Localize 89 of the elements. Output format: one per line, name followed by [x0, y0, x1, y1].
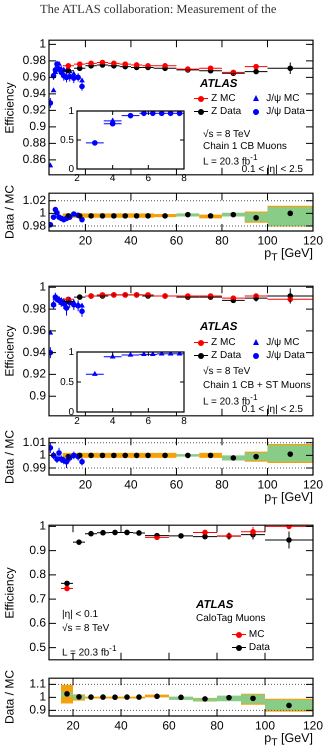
y-axis-title: Data / MC: [2, 670, 17, 724]
annotation: √s = 8 TeV: [62, 623, 110, 634]
x-tick-label: 40: [124, 478, 138, 492]
legend-label: J/ψ MC: [266, 336, 300, 348]
annotation: ATLAS: [200, 321, 238, 334]
x-tick-label: 60: [170, 478, 184, 492]
annotation: √s = 8 TeV: [203, 129, 250, 140]
x-axis-title: p$_{T}$ [GeV]: [264, 490, 313, 508]
y-tick-label: 0.5: [29, 640, 46, 654]
x-tick-label: 8: [181, 416, 188, 427]
y-tick-label: 0.98: [22, 218, 46, 232]
y-tick-label: 0.98: [22, 53, 46, 68]
x-tick-label: 120: [302, 718, 324, 733]
y-axis-title: Data / MC: [2, 185, 17, 240]
y-tick-label: 0.99: [22, 460, 46, 474]
x-tick-label: 4: [110, 172, 116, 184]
legend-label: Z Data: [211, 350, 242, 361]
legend-label: Z MC: [211, 336, 236, 348]
annotation: 0.1 < |η| < 2.5: [242, 404, 303, 415]
x-tick-label: 6: [146, 416, 152, 427]
y-tick-label: 1: [68, 346, 74, 358]
y-tick-label: 1: [39, 448, 46, 462]
y-tick-label: 1: [39, 518, 46, 533]
x-tick-label: 80: [215, 234, 229, 248]
y-tick-label: 0: [68, 164, 74, 175]
y-tick-label: 0.92: [22, 366, 46, 381]
y-tick-label: 0.88: [22, 136, 46, 150]
y-tick-label: 1: [39, 280, 46, 294]
x-tick-label: 100: [254, 718, 276, 733]
x-axis-title: p$_{T}$ [GeV]: [264, 731, 313, 749]
legend-label: MC: [248, 628, 264, 640]
y-tick-label: 1: [39, 36, 46, 51]
x-tick-label: 60: [170, 234, 184, 248]
y-tick-label: 0.94: [22, 86, 46, 100]
y-tick-label: 0.86: [22, 152, 46, 166]
y-tick-label: 1: [68, 106, 74, 117]
legend-label: Z MC: [211, 92, 236, 104]
y-tick-label: 0.9: [29, 388, 46, 403]
annotation: Chain 1 CB + ST Muons: [203, 380, 311, 391]
x-tick-label: 120: [302, 478, 324, 492]
x-tick-label: 80: [210, 718, 224, 733]
y-tick-label: 0.94: [22, 344, 46, 359]
x-tick-label: 20: [78, 234, 92, 248]
y-tick-label: 0.96: [22, 323, 46, 338]
y-tick-label: 0: [68, 406, 74, 418]
y-tick-label: 1: [39, 690, 46, 704]
y-tick-label: 0.8: [29, 567, 46, 582]
y-tick-label: 0.5: [60, 376, 74, 388]
annotation: ATLAS: [200, 78, 238, 91]
y-axis-title: Efficiency: [2, 566, 17, 618]
legend-label: J/ψ Data: [266, 106, 305, 117]
y-tick-label: 1.1: [29, 676, 46, 691]
x-tick-label: 20: [66, 718, 80, 733]
y-axis-title: Data / MC: [2, 430, 17, 484]
x-tick-label: 40: [124, 234, 138, 248]
x-tick-label: 120: [302, 234, 324, 248]
y-tick-label: 0.96: [22, 70, 46, 84]
annotation: CaloTag Muons: [196, 613, 266, 624]
x-tick-label: 60: [162, 718, 176, 733]
y-tick-label: 0.9: [29, 119, 46, 134]
legend-label: Data: [248, 642, 270, 653]
y-tick-label: 1.02: [22, 193, 46, 208]
y-axis-title: Efficiency: [2, 325, 17, 377]
x-tick-label: 100: [257, 478, 278, 492]
annotation: ATLAS: [196, 599, 234, 612]
x-tick-label: 100: [257, 234, 278, 248]
legend-label: Z Data: [211, 106, 242, 117]
y-tick-label: 0.6: [29, 616, 46, 630]
y-tick-label: 0.92: [22, 102, 46, 117]
annotation: √s = 8 TeV: [203, 366, 250, 377]
y-tick-label: 0.9: [29, 702, 46, 717]
x-axis-title: p$_{T}$ [GeV]: [264, 246, 313, 264]
y-axis-title: Efficiency: [2, 82, 17, 134]
y-tick-label: 1: [39, 206, 46, 220]
legend-label: J/ψ Data: [266, 350, 305, 361]
x-tick-label: 4: [110, 416, 116, 427]
x-tick-label: 80: [215, 478, 229, 492]
y-tick-label: 0.5: [60, 134, 74, 146]
annotation: Chain 1 CB Muons: [203, 141, 287, 152]
annotation: |η| < 0.1: [62, 609, 98, 620]
y-tick-label: 0.98: [22, 301, 46, 316]
x-tick-label: 2: [74, 416, 80, 427]
x-tick-label: 20: [78, 478, 92, 492]
y-tick-label: 0.7: [29, 591, 46, 606]
y-tick-label: 1.01: [22, 435, 46, 450]
x-tick-label: 40: [114, 718, 128, 733]
legend-label: J/ψ MC: [266, 92, 300, 104]
text: The ATLAS collaboration: Measurement of the: [40, 2, 276, 17]
y-tick-label: 0.9: [29, 542, 46, 557]
